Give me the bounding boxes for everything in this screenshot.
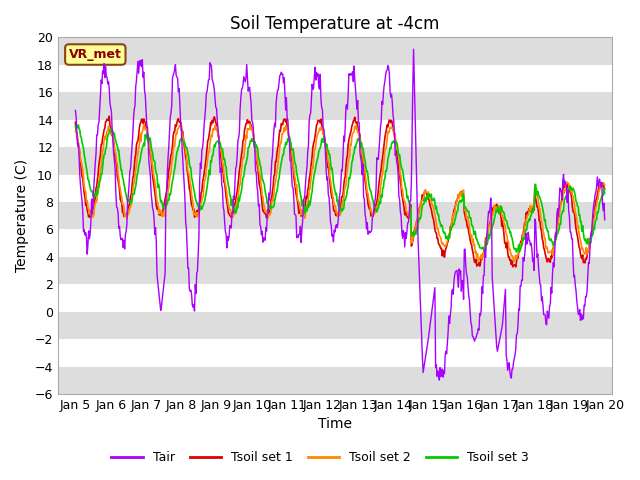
Bar (58, 92, 612, 120)
Title: Soil Temperature at -4cm: Soil Temperature at -4cm (230, 15, 440, 33)
Y-axis label: Temperature (C): Temperature (C) (15, 159, 29, 272)
Bar (58, 202, 612, 229)
Bar (58, 257, 612, 284)
Bar (58, 312, 612, 339)
Bar (58, 37, 612, 65)
Bar (58, 147, 612, 175)
Text: VR_met: VR_met (69, 48, 122, 61)
Bar (58, 367, 612, 394)
Legend: Tair, Tsoil set 1, Tsoil set 2, Tsoil set 3: Tair, Tsoil set 1, Tsoil set 2, Tsoil se… (106, 446, 534, 469)
X-axis label: Time: Time (318, 418, 352, 432)
